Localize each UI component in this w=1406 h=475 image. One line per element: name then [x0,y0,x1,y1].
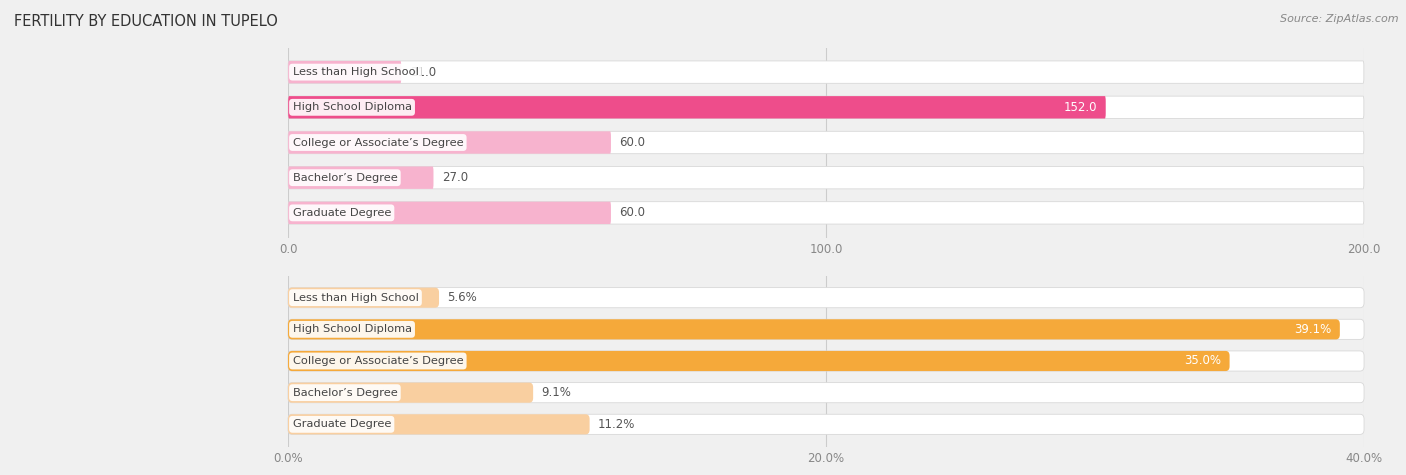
FancyBboxPatch shape [288,61,1364,83]
Text: 21.0: 21.0 [409,66,436,79]
FancyBboxPatch shape [288,414,1364,435]
Text: 60.0: 60.0 [620,136,645,149]
FancyBboxPatch shape [288,131,1364,154]
FancyBboxPatch shape [288,414,589,435]
FancyBboxPatch shape [288,167,433,189]
Text: Graduate Degree: Graduate Degree [292,419,391,429]
Text: Bachelor’s Degree: Bachelor’s Degree [292,173,398,183]
Text: 5.6%: 5.6% [447,291,477,304]
Text: 27.0: 27.0 [441,171,468,184]
Text: 35.0%: 35.0% [1184,354,1220,368]
FancyBboxPatch shape [288,167,1364,189]
FancyBboxPatch shape [288,351,1364,371]
Text: Source: ZipAtlas.com: Source: ZipAtlas.com [1281,14,1399,24]
FancyBboxPatch shape [288,96,1364,118]
Text: College or Associate’s Degree: College or Associate’s Degree [292,137,463,148]
FancyBboxPatch shape [288,287,439,308]
FancyBboxPatch shape [288,382,533,403]
Text: College or Associate’s Degree: College or Associate’s Degree [292,356,463,366]
FancyBboxPatch shape [288,287,1364,308]
Text: 39.1%: 39.1% [1294,323,1331,336]
Text: 152.0: 152.0 [1063,101,1097,114]
Text: 11.2%: 11.2% [598,418,636,431]
Text: FERTILITY BY EDUCATION IN TUPELO: FERTILITY BY EDUCATION IN TUPELO [14,14,278,29]
Text: High School Diploma: High School Diploma [292,102,412,112]
FancyBboxPatch shape [288,202,1364,224]
FancyBboxPatch shape [288,351,1230,371]
FancyBboxPatch shape [288,382,1364,403]
FancyBboxPatch shape [288,61,401,83]
FancyBboxPatch shape [288,319,1340,340]
Text: Graduate Degree: Graduate Degree [292,208,391,218]
FancyBboxPatch shape [288,96,1105,118]
FancyBboxPatch shape [288,202,612,224]
Text: 60.0: 60.0 [620,206,645,219]
Text: Less than High School: Less than High School [292,67,419,77]
Text: Less than High School: Less than High School [292,293,419,303]
FancyBboxPatch shape [288,319,1364,340]
FancyBboxPatch shape [288,131,612,154]
Text: 9.1%: 9.1% [541,386,571,399]
Text: High School Diploma: High School Diploma [292,324,412,334]
Text: Bachelor’s Degree: Bachelor’s Degree [292,388,398,398]
